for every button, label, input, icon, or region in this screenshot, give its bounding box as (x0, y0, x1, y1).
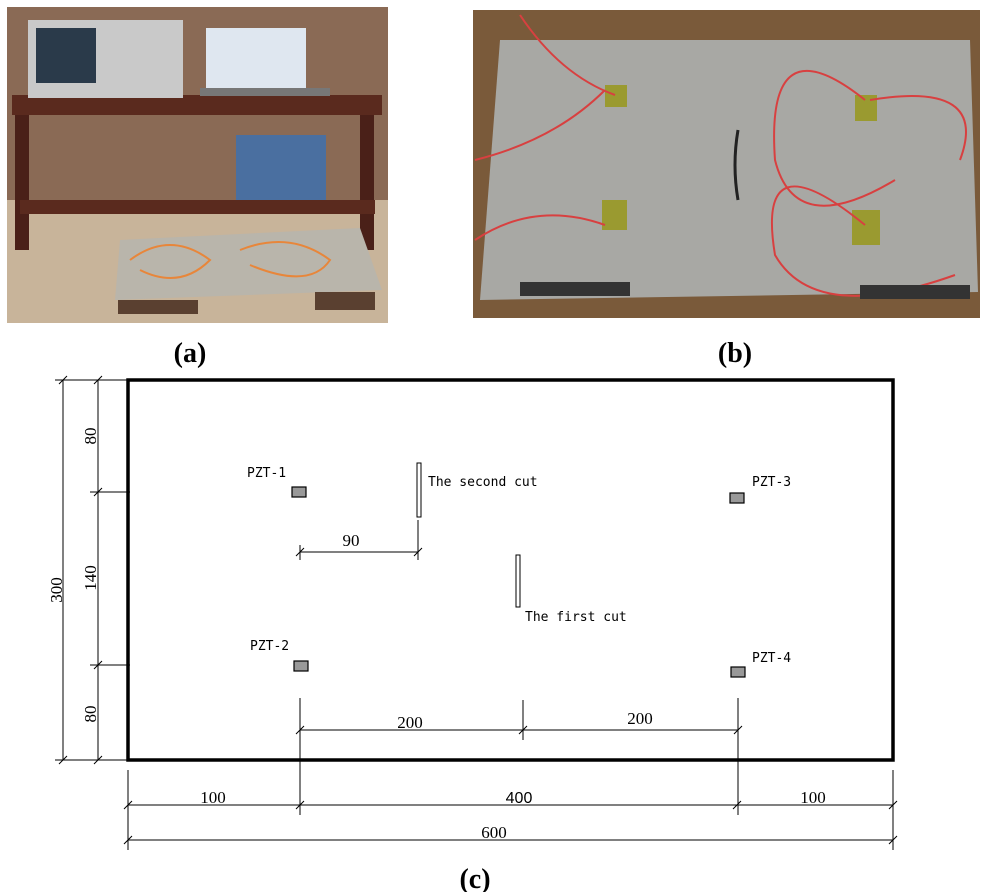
dimension: 100 (800, 788, 826, 807)
photo-b (473, 10, 980, 318)
dimension: 100 (200, 788, 226, 807)
dimension: 600 (481, 823, 507, 842)
dimension-lines (55, 375, 898, 850)
dimension: 300 (47, 577, 66, 603)
dimension: 140 (81, 565, 100, 591)
dimension: 400 (506, 790, 533, 807)
dimension: 80 (81, 428, 100, 445)
sensor-label: PZT-2 (250, 639, 289, 654)
panel-label: (b) (718, 338, 752, 369)
photo-a (7, 7, 388, 323)
cut (515, 554, 521, 608)
slab-outline (126, 378, 895, 762)
cut (416, 462, 422, 518)
sensor-label: PZT-1 (247, 466, 286, 481)
panel-label: (c) (459, 864, 490, 892)
cut-label: The first cut (525, 610, 627, 625)
dimension: 80 (81, 706, 100, 723)
sensor-label: PZT-3 (752, 475, 791, 490)
sensors (291, 486, 746, 678)
dimension: 200 (627, 709, 653, 728)
dimension: 90 (343, 531, 360, 550)
sensor-label: PZT-4 (752, 651, 791, 666)
dimension: 200 (397, 713, 423, 732)
cut-label: The second cut (428, 475, 538, 490)
panel-label: (a) (174, 338, 207, 369)
